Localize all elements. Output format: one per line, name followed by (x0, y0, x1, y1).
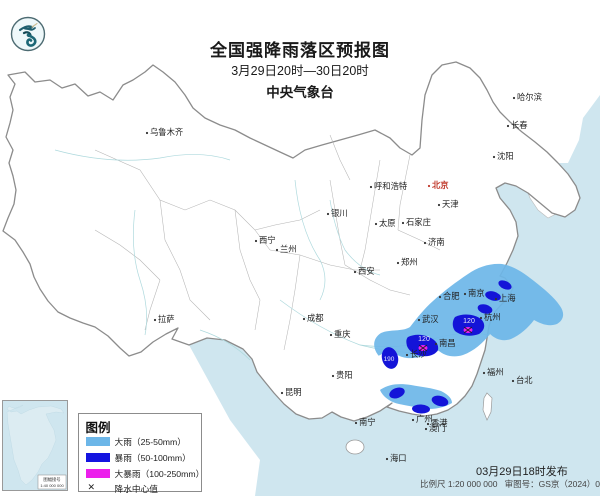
svg-text:120: 120 (418, 336, 430, 343)
svg-text:190: 190 (384, 356, 395, 363)
svg-text:图幅接号: 图幅接号 (43, 476, 60, 483)
svg-text:120: 120 (463, 318, 475, 325)
svg-text:1:40 000 000: 1:40 000 000 (40, 483, 64, 488)
